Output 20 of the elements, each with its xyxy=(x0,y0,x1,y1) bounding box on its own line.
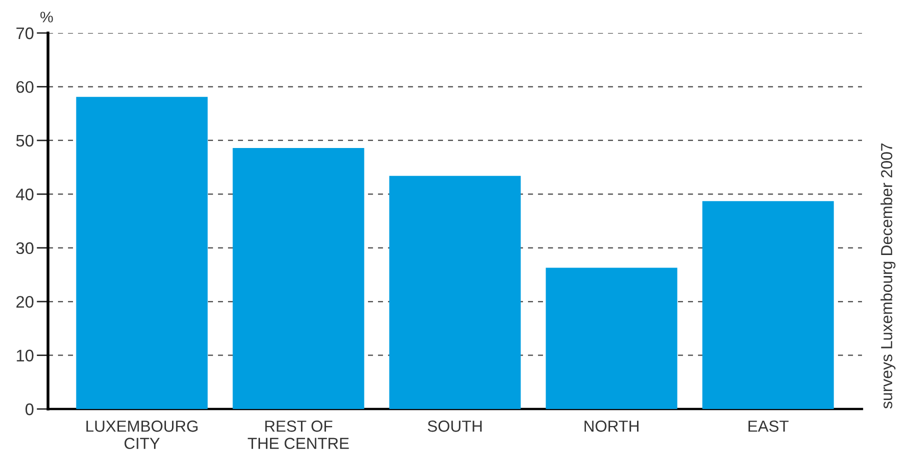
x-tick-label: EAST xyxy=(748,420,789,432)
y-tick-label: 10 xyxy=(16,350,34,362)
y-tick-label: 0 xyxy=(25,403,34,416)
y-tick-label: 40 xyxy=(16,188,34,200)
bar xyxy=(389,176,521,409)
y-axis-title: % xyxy=(40,12,53,22)
y-tick-label: 30 xyxy=(16,242,34,254)
x-tick-label: SOUTH xyxy=(428,420,482,432)
y-tick-label: 20 xyxy=(16,296,34,308)
text: surveys Luxembourg December 2007 xyxy=(880,143,896,409)
x-tick-label: NORTH xyxy=(584,420,638,432)
y-tick-label: 60 xyxy=(16,81,34,93)
y-tick-label: 50 xyxy=(16,134,34,147)
x-tick-label: REST OF THE CENTRE xyxy=(248,420,349,450)
bar xyxy=(76,96,208,409)
bar xyxy=(702,201,834,409)
bar xyxy=(546,268,678,409)
bar xyxy=(232,148,364,409)
x-tick-label: LUXEMBOURG CITY xyxy=(86,420,198,450)
y-tick-label: 70 xyxy=(16,27,34,40)
